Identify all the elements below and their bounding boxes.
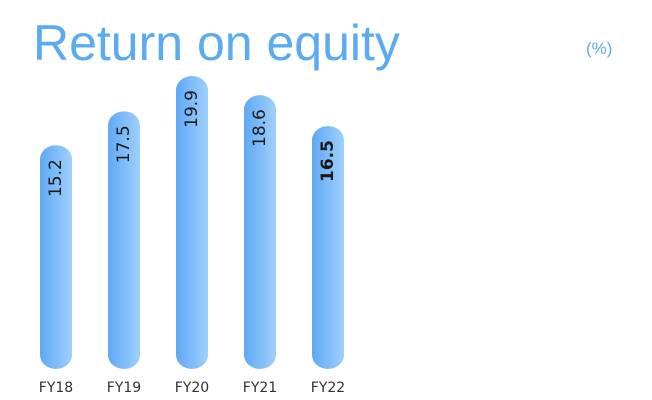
chart-title: Return on equity [33,15,400,71]
x-tick-label: FY21 [243,380,277,396]
x-tick-label: FY22 [311,380,345,396]
bar [244,95,276,370]
bar [176,76,208,369]
value-label: 19.9 [182,90,202,128]
bar [312,126,344,369]
x-tick-label: FY18 [39,380,73,396]
x-tick-label: FY20 [175,380,209,396]
unit-label: (%) [586,39,612,58]
bar [40,145,72,369]
value-label: 17.5 [114,125,134,163]
x-tick-label: FY19 [107,380,141,396]
value-label: 15.2 [46,159,66,197]
value-label: 16.5 [318,140,338,182]
value-label: 18.6 [250,109,270,147]
bar [108,111,140,370]
